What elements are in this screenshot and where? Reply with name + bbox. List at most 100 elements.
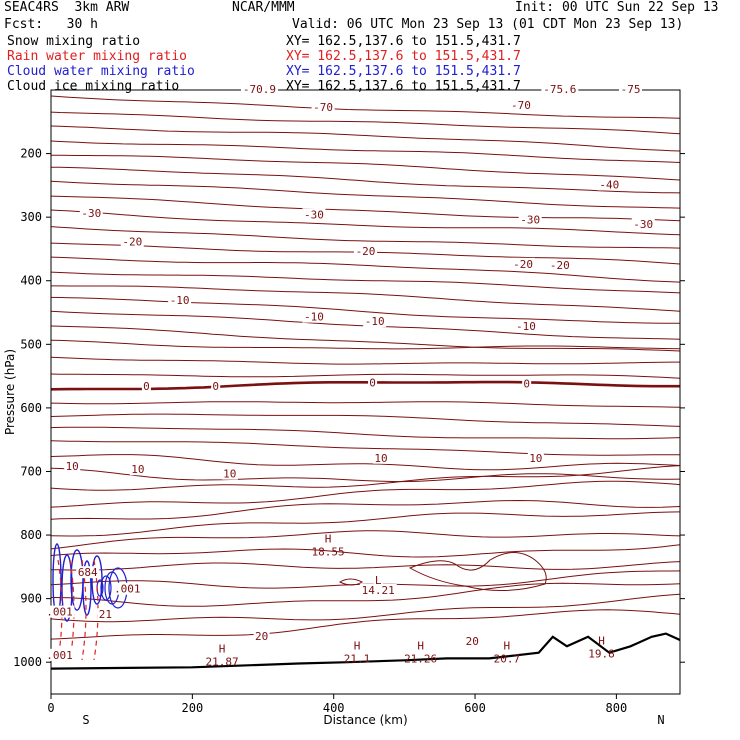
contour-label: -10 xyxy=(170,294,190,307)
isotherm-line xyxy=(51,530,680,550)
y-tick-label: 800 xyxy=(20,528,42,542)
isotherm-line xyxy=(51,226,680,249)
contour-label-bg xyxy=(509,98,533,111)
contour-label-bg xyxy=(354,245,377,258)
isotherm-line xyxy=(51,593,680,623)
contour-label: 10 xyxy=(131,463,144,476)
extremum-marker: H xyxy=(504,639,511,652)
contour-label: 20 xyxy=(466,635,479,648)
contour-label: -30 xyxy=(81,207,101,220)
extremum-marker: H xyxy=(417,639,424,652)
contour-label: 0 xyxy=(212,380,219,393)
cloud-water-contour xyxy=(100,575,112,601)
contour-label-bg xyxy=(368,376,378,389)
x-tick-label: 400 xyxy=(323,701,345,715)
isotherm-line xyxy=(51,499,680,520)
temperature-contours xyxy=(51,95,680,640)
contour-label: -75.6 xyxy=(543,83,576,96)
extremum-value: 18.55 xyxy=(311,546,344,559)
cloud-label: .001 xyxy=(46,606,73,619)
y-tick-label: 400 xyxy=(20,274,42,288)
closed-contour xyxy=(408,552,547,591)
isotherm-line xyxy=(51,140,680,163)
extremum-marker: H xyxy=(219,643,226,656)
plot-frame xyxy=(50,89,681,695)
cloud-water-contour xyxy=(61,554,73,622)
legend-cloud-water: Cloud water mixing ratio xyxy=(7,64,195,79)
contour-label: -20 xyxy=(513,258,533,271)
cloud-label: 21 xyxy=(99,608,112,621)
contour-label: -10 xyxy=(365,315,385,328)
cloud-contours xyxy=(52,543,128,661)
legend-rain: Rain water mixing ratio xyxy=(7,49,188,64)
cloud-label: .001 xyxy=(46,649,73,662)
contour-label: 0 xyxy=(369,377,376,390)
isotherm-line xyxy=(51,426,680,440)
isotherm-line xyxy=(51,339,680,350)
isotherm-line xyxy=(51,544,680,558)
contour-label-bg xyxy=(168,294,192,307)
contour-label: -75 xyxy=(621,83,641,96)
isotherm-line xyxy=(51,609,680,640)
contour-label: -10 xyxy=(304,311,324,324)
contour-label-bg xyxy=(240,83,278,95)
contour-label: -70 xyxy=(313,101,333,114)
isotherm-line xyxy=(51,401,680,408)
extremum-value: 21.1 xyxy=(344,652,371,665)
isotherm-line xyxy=(51,95,680,119)
extremum-value: 20.7 xyxy=(494,652,521,665)
contour-label-bg xyxy=(129,463,146,476)
contour-label: -70 xyxy=(511,99,531,112)
contour-label: 10 xyxy=(529,452,542,465)
contour-label-bg xyxy=(311,100,335,113)
isotherm-line xyxy=(51,125,680,152)
model-title: SEAC4RS 3km ARW xyxy=(4,0,130,15)
extremum-marker: H xyxy=(325,533,332,546)
legend-rain-xy: XY= 162.5,137.6 to 151.5,431.7 xyxy=(286,49,521,64)
valid-time: Valid: 06 UTC Mon 23 Sep 13 (01 CDT Mon … xyxy=(292,17,684,32)
contour-label-bg xyxy=(141,379,151,392)
north-label: N xyxy=(657,713,664,727)
contour-label: 0 xyxy=(523,377,530,390)
extremum-value: 21.87 xyxy=(205,656,238,669)
contour-label-bg xyxy=(527,451,544,464)
contour-label-bg xyxy=(211,379,221,392)
contour-label-bg xyxy=(522,377,532,390)
cloud-label-bg xyxy=(112,582,143,595)
contour-label-bg xyxy=(302,310,326,323)
closed-contour xyxy=(338,578,364,586)
cloud-label: .001 xyxy=(114,583,141,596)
forecast-hour: Fcst: 30 h xyxy=(4,17,98,32)
contour-label: -40 xyxy=(599,178,619,191)
contour-label: 10 xyxy=(374,452,387,465)
cloud-water-contour xyxy=(82,560,92,616)
contour-label: 10 xyxy=(66,460,79,473)
contour-label: L xyxy=(375,574,382,587)
init-time: Init: 00 UTC Sun 22 Sep 13 xyxy=(515,0,719,15)
legend-cloud-water-xy: XY= 162.5,137.6 to 151.5,431.7 xyxy=(286,64,521,79)
contour-label: -70.9 xyxy=(243,83,276,96)
center-title: NCAR/MMM xyxy=(232,0,295,15)
isotherm-line xyxy=(51,296,680,324)
contour-label: 0 xyxy=(143,380,150,393)
isotherm-line xyxy=(51,285,680,312)
isotherm-line xyxy=(51,440,680,456)
contour-label: -30 xyxy=(633,218,653,231)
y-tick-label: 300 xyxy=(20,210,42,224)
isotherm-line xyxy=(51,373,680,379)
isotherm-line xyxy=(51,256,680,283)
south-label: S xyxy=(82,713,89,727)
contour-label-bg xyxy=(464,634,481,647)
isotherm-line xyxy=(51,356,680,365)
isotherm-line xyxy=(51,209,680,236)
cloud-label: 684 xyxy=(78,566,98,579)
zero-isotherm xyxy=(51,380,680,391)
isotherm-line xyxy=(51,195,680,222)
rain-contour xyxy=(57,559,63,661)
contour-label-bg xyxy=(619,83,643,95)
contour-label: -10 xyxy=(516,320,536,333)
y-tick-label: 200 xyxy=(20,147,42,161)
isotherm-line xyxy=(51,154,680,181)
